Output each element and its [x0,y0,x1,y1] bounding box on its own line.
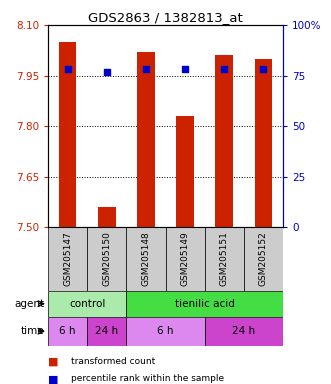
Text: 24 h: 24 h [232,326,256,336]
Text: transformed count: transformed count [71,357,156,366]
Bar [215,55,233,227]
Text: agent: agent [15,299,45,309]
Bar [87,227,126,291]
Text: 6 h: 6 h [157,326,174,336]
Point [104,68,109,74]
Text: 24 h: 24 h [95,326,118,336]
Text: ■: ■ [48,357,62,367]
Text: percentile rank within the sample: percentile rank within the sample [71,374,224,383]
Bar [98,207,116,227]
Text: control: control [69,299,105,309]
Point [182,66,188,73]
Text: GSM205150: GSM205150 [102,232,111,286]
Point [65,66,70,73]
Bar [176,116,194,227]
Text: 6 h: 6 h [59,326,76,336]
Text: GSM205147: GSM205147 [63,232,72,286]
Bar [137,52,155,227]
Point [222,66,227,73]
Text: GSM205152: GSM205152 [259,232,268,286]
Point [261,66,266,73]
Bar [166,227,205,291]
Bar [126,317,205,346]
Bar [244,227,283,291]
Point [143,66,149,73]
Text: GSM205148: GSM205148 [141,232,150,286]
Bar [126,227,166,291]
Text: ■: ■ [48,374,62,384]
Bar [48,317,87,346]
Bar [255,59,272,227]
Bar [59,42,76,227]
Bar [126,291,283,317]
Bar [205,227,244,291]
Text: GSM205149: GSM205149 [181,232,190,286]
Bar [48,227,87,291]
Bar [48,291,126,317]
Title: GDS2863 / 1382813_at: GDS2863 / 1382813_at [88,11,243,24]
Bar [205,317,283,346]
Text: time: time [21,326,45,336]
Bar [87,317,126,346]
Text: tienilic acid: tienilic acid [175,299,235,309]
Text: GSM205151: GSM205151 [220,232,229,286]
